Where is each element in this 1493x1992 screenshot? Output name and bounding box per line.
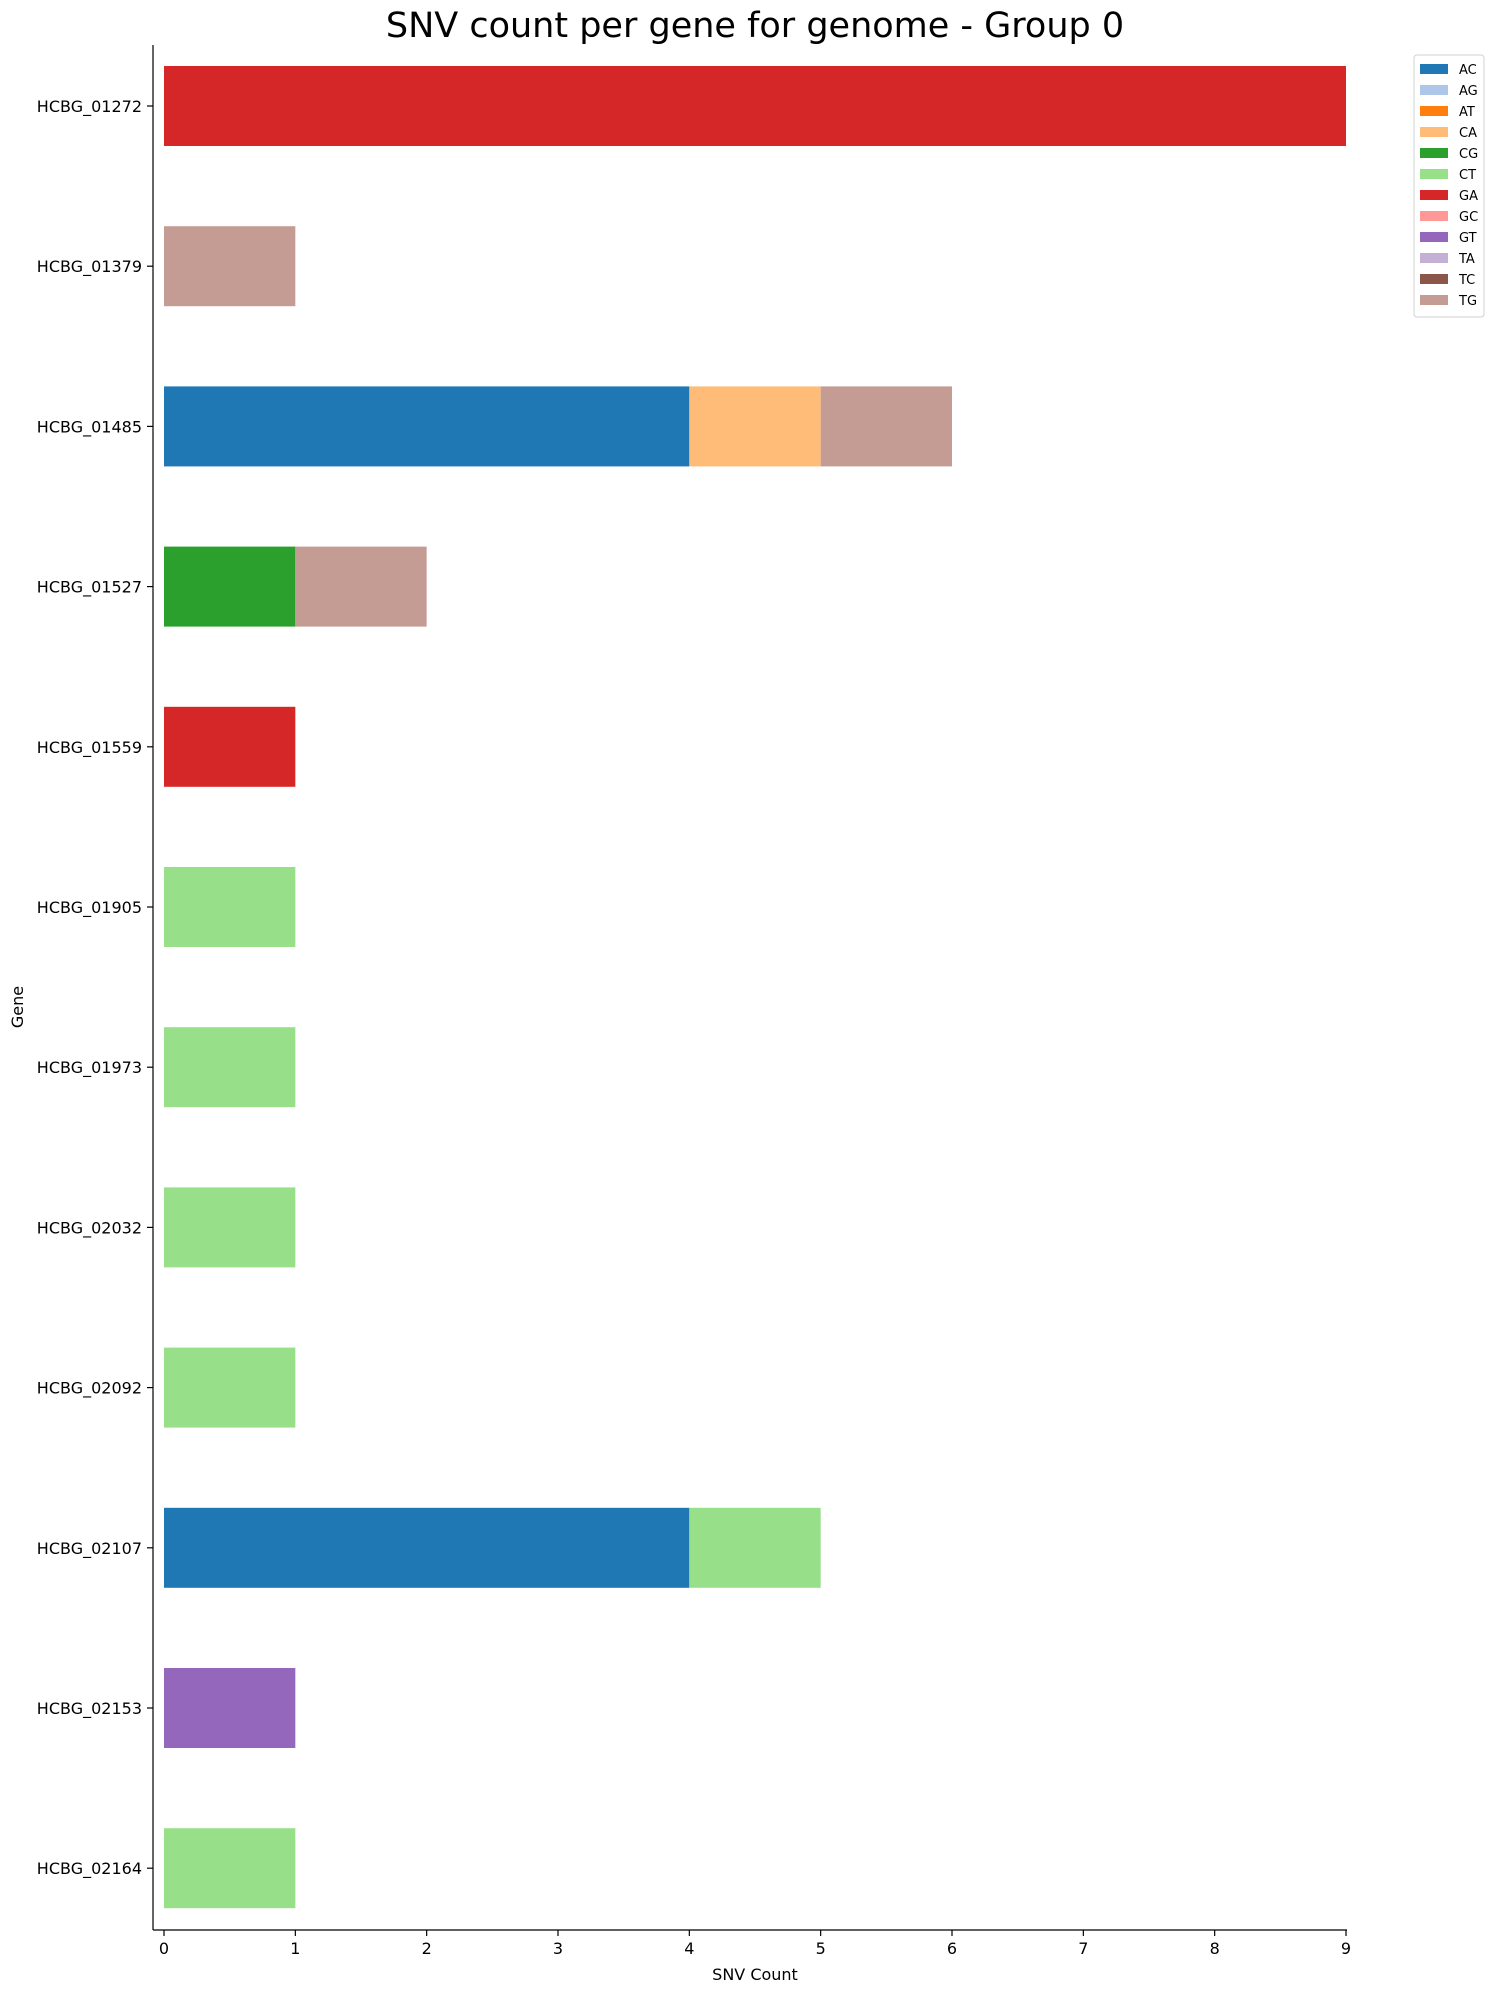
legend-swatch-AT	[1420, 106, 1448, 116]
legend-swatch-TG	[1420, 295, 1448, 305]
y-tick-label: HCBG_01485	[37, 417, 142, 437]
y-tick-label: HCBG_01379	[37, 257, 142, 277]
bar-HCBG_02153-GT	[164, 1668, 296, 1748]
legend-label-CG: CG	[1459, 147, 1478, 162]
legend-label-TA: TA	[1458, 252, 1475, 267]
y-tick-label: HCBG_01272	[37, 97, 142, 117]
legend-label-TG: TG	[1458, 294, 1477, 309]
bar-HCBG_02107-CT	[689, 1507, 821, 1588]
bar-HCBG_01559-GA	[164, 706, 296, 787]
bar-HCBG_01379-TG	[164, 226, 296, 307]
legend-swatch-CA	[1420, 127, 1448, 137]
x-tick-label: 9	[1341, 1939, 1351, 1958]
legend-swatch-GA	[1420, 190, 1448, 200]
axes: 0 1 2 3 4 5 6 7 8 9 HCBG_01272 HCBG_01379 HCBG_01485…	[37, 45, 1351, 1958]
legend-label-AT: AT	[1459, 105, 1475, 120]
x-tick-label: 0	[159, 1939, 169, 1958]
legend-swatch-AG	[1420, 85, 1448, 95]
y-tick-label: HCBG_02032	[37, 1218, 142, 1238]
legend-swatch-TA	[1420, 253, 1448, 263]
bar-HCBG_01527-CG	[164, 546, 296, 627]
legend-swatch-GT	[1420, 232, 1448, 242]
legend-label-AC: AC	[1459, 63, 1477, 78]
bar-HCBG_01485-TG	[820, 386, 952, 467]
legend-swatch-AC	[1420, 64, 1448, 74]
bar-HCBG_01905-CT	[164, 867, 296, 947]
legend-label-GC: GC	[1459, 210, 1478, 225]
x-tick-label: 2	[422, 1939, 432, 1958]
x-tick-label: 7	[1078, 1939, 1088, 1958]
x-tick-label: 4	[684, 1939, 694, 1958]
legend-label-GA: GA	[1459, 189, 1478, 204]
legend-label-GT: GT	[1459, 231, 1477, 246]
y-tick-label: HCBG_01973	[37, 1058, 142, 1078]
y-axis-label: Gene	[8, 986, 27, 1028]
legend-label-AG: AG	[1459, 84, 1478, 99]
legend-label-TC: TC	[1458, 273, 1475, 288]
legend-frame	[1413, 54, 1485, 318]
bar-segments	[164, 66, 1346, 1909]
legend-label-CT: CT	[1459, 168, 1476, 183]
bar-HCBG_02164-CT	[164, 1828, 296, 1909]
x-tick-label: 1	[290, 1939, 300, 1958]
y-tick-label: HCBG_01905	[37, 898, 142, 918]
x-tick-label: 6	[947, 1939, 957, 1958]
x-tick-label: 8	[1210, 1939, 1220, 1958]
chart-title: SNV count per gene for genome - Group 0	[386, 6, 1124, 46]
legend-label-CA: CA	[1459, 126, 1477, 141]
y-tick-label: HCBG_01527	[37, 578, 142, 598]
y-tick-label: HCBG_02092	[37, 1379, 142, 1399]
legend-swatch-CG	[1420, 148, 1448, 158]
bar-HCBG_02032-CT	[164, 1187, 296, 1268]
x-tick-label: 5	[816, 1939, 826, 1958]
bar-HCBG_01527-TG	[295, 546, 427, 627]
legend-swatch-TC	[1420, 274, 1448, 284]
bar-HCBG_01973-CT	[164, 1027, 296, 1108]
bar-HCBG_02092-CT	[164, 1347, 296, 1428]
y-tick-label: HCBG_02107	[37, 1539, 142, 1559]
y-tick-label: HCBG_02164	[37, 1859, 142, 1879]
legend-swatch-CT	[1420, 169, 1448, 179]
bar-HCBG_02107-AC	[164, 1507, 690, 1588]
y-tick-label: HCBG_01559	[37, 738, 142, 758]
bar-HCBG_01272-GA	[164, 66, 1346, 146]
legend: AC AG AT CA CG CT GA GC GT TA TC TG	[1413, 54, 1485, 318]
y-tick-label: HCBG_02153	[37, 1699, 142, 1719]
legend-swatch-GC	[1420, 211, 1448, 221]
x-tick-label: 3	[553, 1939, 563, 1958]
bar-HCBG_01485-CA	[689, 386, 821, 467]
bar-HCBG_01485-AC	[164, 386, 690, 467]
x-axis-label: SNV Count	[712, 1965, 798, 1984]
